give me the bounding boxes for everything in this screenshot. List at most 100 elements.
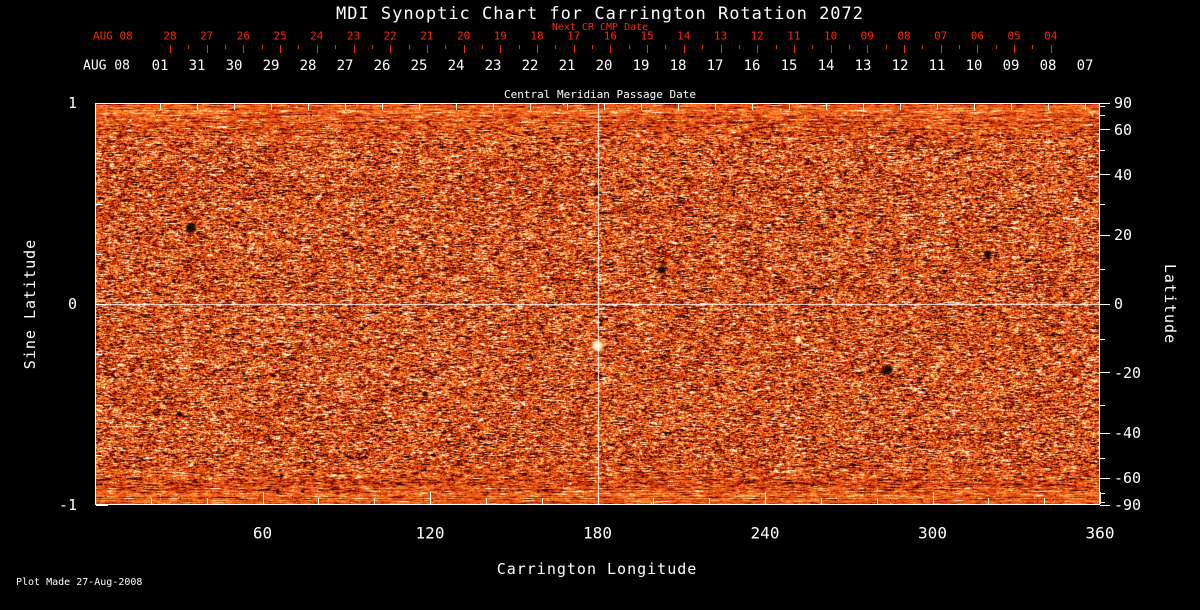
cmp-day-label: 07	[1076, 58, 1094, 74]
y-right-major-tick	[1100, 432, 1110, 434]
next-cr-day-label: 17	[567, 29, 581, 43]
next-cr-tick	[1014, 45, 1016, 53]
next-cr-day-label: 13	[713, 29, 728, 43]
cmp-day-label: 25	[410, 58, 428, 74]
next-cr-tick	[647, 45, 649, 53]
cmp-day-label: 12	[891, 58, 909, 74]
next-cr-minor-tick	[775, 45, 777, 49]
cmp-day-tick	[1048, 104, 1049, 110]
next-cr-day-label: 28	[163, 29, 177, 43]
cmp-day-tick	[419, 104, 420, 110]
cmp-day-label: 01	[151, 58, 169, 74]
cmp-day-tick	[974, 104, 975, 110]
x-minor-tick	[374, 498, 376, 504]
x-minor-tick	[709, 498, 711, 504]
y-right-major-tick	[1100, 129, 1110, 131]
cmp-day-tick	[789, 104, 790, 110]
y-right-minor-tick	[1100, 457, 1105, 459]
cmp-day-label: 13	[854, 58, 872, 74]
next-cr-tick	[170, 45, 171, 53]
cmp-day-tick	[604, 104, 605, 110]
cmp-day-tick	[641, 104, 642, 110]
cmp-day-label: 10	[965, 58, 983, 74]
cmp-day-tick	[567, 104, 568, 110]
next-cr-tick	[316, 45, 318, 53]
y-left-major-tick	[96, 303, 108, 305]
next-cr-day-label: 15	[640, 29, 654, 43]
cmp-day-label: 08	[1039, 58, 1057, 74]
cmp-day-label: 16	[743, 58, 761, 74]
cmp-day-label: 26	[373, 58, 391, 74]
x-minor-tick	[206, 498, 208, 504]
x-minor-tick	[150, 498, 152, 504]
next-cr-day-label: 22	[383, 29, 397, 43]
next-cr-day-label: 06	[970, 29, 985, 43]
next-cr-minor-tick	[995, 45, 997, 49]
y-left-tick-label: 1	[67, 94, 77, 112]
y-left-minor-tick	[96, 253, 102, 255]
next-cr-minor-tick	[261, 45, 263, 49]
x-major-tick	[262, 492, 264, 504]
next-cr-minor-tick	[665, 45, 667, 49]
next-cr-tick	[867, 45, 869, 53]
cmp-day-label: 18	[669, 58, 687, 74]
cmp-day-tick	[345, 104, 346, 110]
next-cr-day-label: 23	[346, 29, 361, 43]
y-right-tick-label: -20	[1114, 363, 1142, 382]
next-cr-day-label: 11	[787, 29, 801, 43]
next-cr-tick	[830, 45, 832, 53]
cmp-day-tick	[160, 104, 161, 110]
next-cr-day-label: 26	[236, 29, 251, 43]
next-cr-minor-tick	[481, 45, 483, 49]
y-right-tick-label: 90	[1114, 94, 1133, 112]
next-cr-minor-tick	[848, 45, 850, 49]
plot-frame	[95, 103, 1100, 505]
y-left-minor-tick	[96, 404, 102, 406]
next-cr-day-label: 20	[456, 29, 471, 43]
y-right-major-tick	[1100, 174, 1110, 176]
next-cr-tick	[1050, 45, 1052, 53]
y-right-minor-tick	[1100, 269, 1105, 271]
next-cr-day-label: 19	[493, 29, 507, 43]
cmp-day-tick	[1011, 104, 1012, 110]
x-tick-label: 240	[750, 523, 780, 543]
y-right-minor-tick	[1100, 203, 1105, 205]
cmp-day-label: 19	[632, 58, 650, 74]
cmp-day-tick	[271, 104, 272, 110]
y-right-tick-label: 0	[1114, 295, 1124, 313]
next-cr-tick	[904, 45, 905, 53]
cmp-day-label: 31	[188, 58, 206, 74]
cmp-day-tick	[234, 104, 235, 110]
cmp-day-label: 30	[225, 58, 243, 74]
next-cr-minor-tick	[225, 45, 227, 49]
cmp-day-tick	[1085, 104, 1086, 110]
next-cr-minor-tick	[408, 45, 410, 49]
y-left-minor-tick	[96, 153, 102, 155]
y-right-tick-label: 60	[1114, 120, 1133, 139]
y-right-major-tick	[1100, 303, 1110, 305]
y-axis-left-label: Sine Latitude	[21, 238, 39, 370]
next-cr-day-label: 04	[1044, 29, 1058, 43]
cmp-day-label: 15	[780, 58, 798, 74]
y-axis-right-label: Latitude	[1161, 263, 1179, 345]
next-cr-day-label: 05	[1007, 29, 1021, 43]
cmp-day-tick	[863, 104, 864, 110]
x-minor-tick	[1044, 498, 1046, 504]
y-right-minor-tick	[1100, 106, 1105, 108]
y-right-tick-label: 20	[1114, 226, 1133, 245]
next-cr-minor-tick	[738, 45, 740, 49]
y-left-minor-tick	[96, 354, 102, 356]
next-cr-minor-tick	[371, 45, 373, 49]
y-right-tick-label: -90	[1114, 496, 1142, 514]
next-cr-tick	[573, 45, 575, 53]
next-cr-minor-tick	[1032, 45, 1034, 49]
y-right-minor-tick	[1100, 501, 1105, 503]
cmp-day-tick	[678, 104, 679, 110]
cmp-day-tick	[197, 104, 198, 110]
x-minor-tick	[485, 498, 487, 504]
next-cr-minor-tick	[628, 45, 630, 49]
cmp-day-label: 27	[336, 58, 354, 74]
cmp-day-label: 23	[484, 58, 502, 74]
x-minor-tick	[820, 498, 822, 504]
x-minor-tick	[541, 498, 543, 504]
